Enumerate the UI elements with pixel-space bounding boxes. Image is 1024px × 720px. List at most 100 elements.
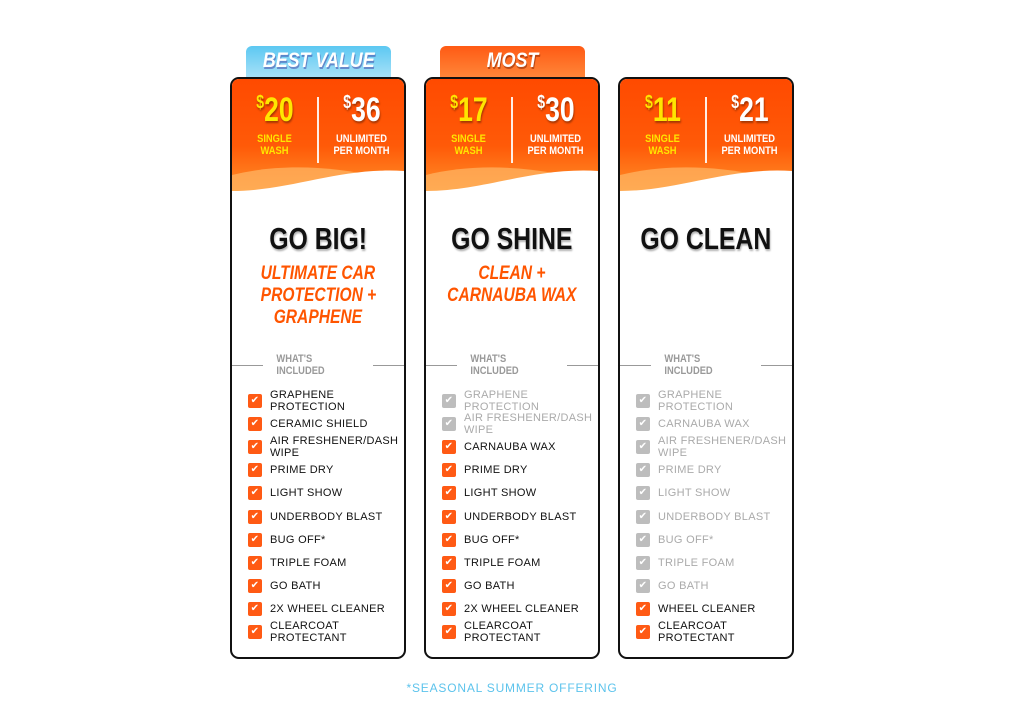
badge-label: BEST VALUE (262, 49, 375, 72)
monthly-label-line2: PER MONTH (721, 145, 778, 157)
feature-item: ✔ AIR FRESHENER/DASH WIPE (248, 435, 404, 459)
prices: $17 SINGLE WASH $30 UNLIMITED PER MONTH (426, 91, 598, 163)
monthly-price-block: $21 UNLIMITED PER MONTH (707, 91, 792, 163)
feature-label: GRAPHENE PROTECTION (270, 388, 346, 413)
monthly-price-value: 30 (544, 91, 575, 129)
checkbox-check-icon: ✔ (636, 555, 650, 570)
plan-subtitle (620, 263, 792, 333)
feature-item: ✔ CARNAUBA WAX (442, 435, 598, 458)
checkbox-check-icon: ✔ (248, 416, 262, 431)
checkbox-check-icon: ✔ (442, 486, 456, 501)
divider-line (761, 364, 792, 366)
single-price-block: $11 SINGLE WASH (620, 91, 705, 163)
feature-item: ✔ PRIME DRY (248, 459, 404, 482)
checkbox-check-icon: ✔ (248, 555, 262, 570)
feature-item: ✔ TRIPLE FOAM (636, 551, 792, 574)
feature-item: ✔ TRIPLE FOAM (442, 551, 598, 574)
feature-item: ✔ GRAPHENE PROTECTION (248, 388, 404, 413)
monthly-price: $30 (537, 91, 574, 129)
monthly-label-line2: PER MONTH (527, 145, 584, 157)
subtitle-line: ULTIMATE CAR (260, 263, 376, 284)
single-price-value: 17 (457, 91, 488, 129)
feature-item: ✔ UNDERBODY BLAST (248, 505, 404, 528)
feature-item: ✔ PRIME DRY (636, 459, 792, 482)
feature-item: ✔ CERAMIC SHIELD (248, 412, 404, 435)
single-price: $11 (645, 91, 681, 129)
plan-card-3[interactable]: $11 SINGLE WASH $21 UNLIMITED PER MONTH GO CLE… (618, 77, 794, 659)
price-divider (317, 97, 319, 163)
single-label-line2: WASH (454, 145, 483, 157)
feature-label: GO BATH (464, 580, 515, 593)
plan-card-2[interactable]: $17 SINGLE WASH $30 UNLIMITED PER MONTH GO SHI… (424, 77, 600, 659)
prices: $11 SINGLE WASH $21 UNLIMITED PER MONTH (620, 91, 792, 163)
feature-item: ✔ GRAPHENE PROTECTION (442, 389, 598, 413)
checkbox-check-icon: ✔ (442, 602, 456, 617)
checkbox-check-icon: ✔ (442, 625, 456, 640)
feature-label: AIR FRESHENER/DASH WIPE (658, 434, 787, 459)
feature-label: CLEARCOAT PROTECTANT (270, 620, 347, 645)
feature-label: WHEEL CLEANER (658, 603, 756, 616)
price-divider (511, 97, 513, 163)
feature-label: PRIME DRY (658, 464, 722, 477)
feature-label: CERAMIC SHIELD (270, 417, 368, 430)
subtitle-line: GRAPHENE (273, 307, 363, 328)
plan-badge: BEST VALUE (246, 46, 391, 80)
feature-list: ✔ GRAPHENE PROTECTION ✔ CERAMIC SHIELD ✔ AIR … (248, 389, 404, 644)
checkbox-check-icon: ✔ (248, 509, 262, 524)
feature-item: ✔ UNDERBODY BLAST (442, 505, 598, 528)
checkbox-check-icon: ✔ (636, 602, 650, 617)
checkbox-check-icon: ✔ (248, 486, 262, 501)
single-price-value: 11 (652, 91, 681, 129)
prices: $20 SINGLE WASH $36 UNLIMITED PER MONTH (232, 91, 404, 163)
subtitle-line: CARNAUBA WAX (447, 285, 577, 306)
included-heading-text: WHAT'S INCLUDED (470, 353, 519, 377)
wave-decoration (426, 167, 598, 201)
included-heading-text: WHAT'S INCLUDED (276, 353, 325, 377)
price-header: $11 SINGLE WASH $21 UNLIMITED PER MONTH (620, 79, 792, 201)
divider-line (373, 364, 404, 366)
checkbox-check-icon: ✔ (636, 393, 650, 408)
checkbox-check-icon: ✔ (248, 439, 262, 454)
feature-item: ✔ BUG OFF* (248, 528, 404, 551)
checkbox-check-icon: ✔ (636, 463, 650, 478)
feature-item: ✔ BUG OFF* (442, 528, 598, 551)
feature-label: BUG OFF* (464, 533, 520, 546)
subtitle-line: PROTECTION + (260, 285, 376, 306)
checkbox-check-icon: ✔ (248, 602, 262, 617)
currency-symbol: $ (255, 92, 264, 112)
feature-label: GO BATH (270, 580, 321, 593)
plan-subtitle: ULTIMATE CAR PROTECTION + GRAPHENE (232, 263, 404, 333)
feature-item: ✔ AIR FRESHENER/DASH WIPE (442, 412, 598, 436)
monthly-label-line1: UNLIMITED (336, 133, 387, 145)
feature-label: PRIME DRY (270, 464, 334, 477)
feature-label: CARNAUBA WAX (658, 417, 750, 430)
single-price: $17 (450, 91, 487, 129)
price-header: $17 SINGLE WASH $30 UNLIMITED PER MONTH (426, 79, 598, 201)
single-label-line1: SINGLE (451, 133, 486, 145)
monthly-price-value: 21 (738, 91, 769, 129)
feature-item: ✔ BUG OFF* (636, 528, 792, 551)
checkbox-check-icon: ✔ (248, 579, 262, 594)
feature-item: ✔ WHEEL CLEANER (636, 598, 792, 621)
feature-item: ✔ LIGHT SHOW (248, 482, 404, 505)
checkbox-check-icon: ✔ (636, 486, 650, 501)
single-price-value: 20 (263, 91, 294, 129)
currency-symbol: $ (730, 92, 739, 112)
feature-item: ✔ AIR FRESHENER/DASH WIPE (636, 434, 792, 459)
single-price-block: $17 SINGLE WASH (426, 91, 511, 163)
feature-item: ✔ 2X WHEEL CLEANER (248, 598, 404, 621)
feature-item: ✔ 2X WHEEL CLEANER (442, 598, 598, 621)
checkbox-check-icon: ✔ (636, 532, 650, 547)
feature-label: GRAPHENE PROTECTION (658, 388, 734, 413)
wave-decoration (232, 167, 404, 201)
feature-item: ✔ TRIPLE FOAM (248, 551, 404, 574)
feature-label: BUG OFF* (270, 533, 326, 546)
feature-label: CLEARCOAT PROTECTANT (464, 620, 541, 645)
feature-item: ✔ LIGHT SHOW (636, 482, 792, 505)
checkbox-check-icon: ✔ (442, 463, 456, 478)
plan-name: GO BIG! (232, 221, 404, 257)
divider-line (567, 364, 598, 366)
checkbox-check-icon: ✔ (636, 579, 650, 594)
plan-card-1[interactable]: $20 SINGLE WASH $36 UNLIMITED PER MONTH GO BIG… (230, 77, 406, 659)
currency-symbol: $ (644, 92, 653, 112)
